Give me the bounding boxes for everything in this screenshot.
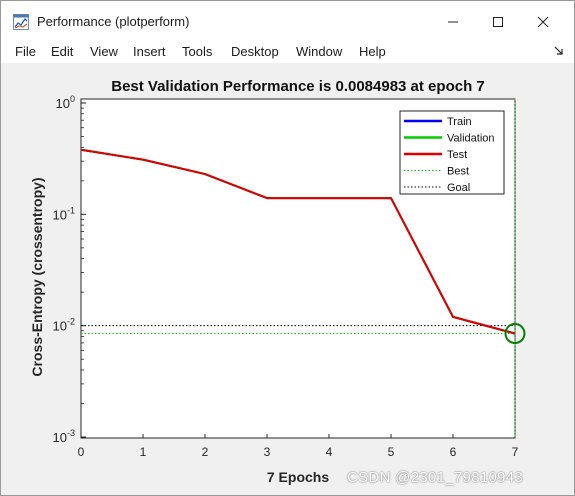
title-bar[interactable]: Performance (plotperform) [1,1,574,41]
x-tick-label: 0 [78,445,85,459]
plot-lines [80,99,526,438]
legend-label-test: Test [447,149,467,161]
axis-ticks: 0 1 2 3 4 5 6 7 100 10-1 10-2 10-3 [53,94,519,459]
legend-label-best: Best [447,166,469,178]
menu-file[interactable]: File [15,44,36,59]
best-marker [504,323,526,345]
dock-arrow-icon[interactable] [554,46,564,56]
x-tick-label: 6 [450,445,457,459]
matlab-figure-icon [13,14,29,30]
menu-tools[interactable]: Tools [182,44,213,59]
maximize-button[interactable] [485,9,511,35]
minimize-icon [448,21,458,23]
x-tick-label: 3 [264,445,271,459]
x-tick-label: 7 [512,445,519,459]
series-line-test [80,148,516,335]
menu-view[interactable]: View [90,44,118,59]
x-axis-label: 7 Epochs [267,469,329,485]
window-title: Performance (plotperform) [37,14,190,29]
y-tick-label: 10-3 [53,428,75,445]
y-axis-label: Cross-Entropy (crossentropy) [29,177,45,376]
watermark-text: CSDN @2301_79810943 [347,469,524,486]
legend[interactable]: Train Validation Test Best Goal [399,110,505,195]
legend-label-validation: Validation [447,133,495,145]
chart-title: Best Validation Performance is 0.0084983… [111,78,485,95]
x-tick-label: 1 [140,445,147,459]
y-tick-label: 100 [56,94,75,111]
legend-label-goal: Goal [447,182,470,194]
figure-canvas: Best Validation Performance is 0.0084983… [1,63,574,495]
x-tick-label: 5 [388,445,395,459]
menu-bar: File Edit View Insert Tools Desktop Wind… [1,41,574,63]
minimize-button[interactable] [440,9,466,35]
menu-help[interactable]: Help [359,44,386,59]
x-tick-label: 4 [326,445,333,459]
y-tick-label: 10-2 [53,317,75,334]
maximize-icon [493,17,503,27]
menu-edit[interactable]: Edit [51,44,74,59]
menu-insert[interactable]: Insert [133,44,166,59]
menu-window[interactable]: Window [296,44,343,59]
x-tick-label: 2 [202,445,209,459]
y-tick-label: 10-1 [53,205,75,222]
legend-box [399,110,505,195]
performance-chart: Best Validation Performance is 0.0084983… [29,78,526,485]
menu-desktop[interactable]: Desktop [231,44,279,59]
legend-label-train: Train [447,116,472,128]
close-icon [537,16,549,28]
close-button[interactable] [530,9,556,35]
